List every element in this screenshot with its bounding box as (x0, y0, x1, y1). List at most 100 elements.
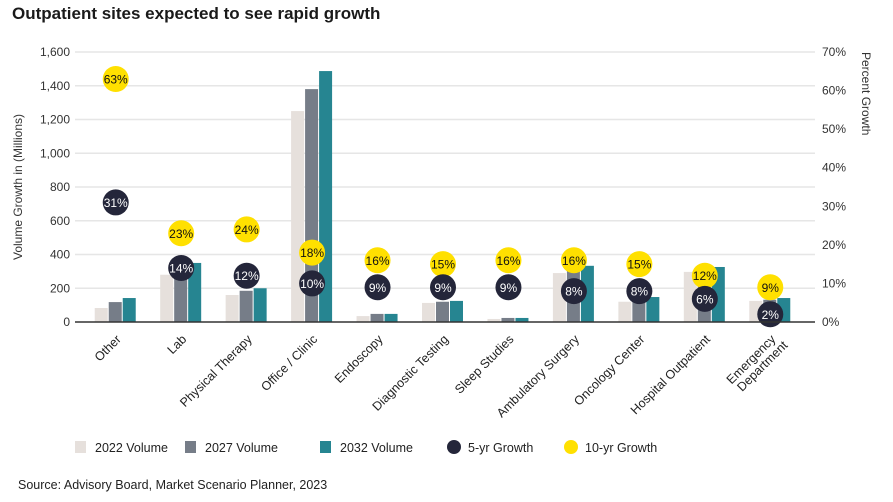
y2-tick-label: 10% (822, 276, 846, 290)
chart-title: Outpatient sites expected to see rapid g… (12, 4, 381, 23)
marker-5-yr-growth (102, 189, 129, 216)
bar-2032-volume (122, 298, 136, 322)
data-label: 12% (693, 269, 717, 283)
bar-2032-volume (450, 300, 463, 322)
bar-2022-volume (291, 111, 305, 322)
data-label: 14% (169, 262, 193, 276)
marker-5-yr-growth (626, 278, 653, 305)
legend-swatch (75, 441, 86, 453)
x-tick-label: Lab (165, 332, 190, 357)
y2-tick-label: 0% (822, 315, 840, 329)
legend-label: 2022 Volume (95, 441, 168, 455)
bar-2022-volume (487, 318, 501, 322)
marker-5-yr-growth (757, 301, 784, 328)
x-tick-label: Physical Therapy (177, 332, 255, 410)
x-tick-label: Other (92, 332, 124, 364)
bar-2032-volume (253, 288, 267, 322)
source-note: Source: Advisory Board, Market Scenario … (18, 478, 328, 492)
data-label: 8% (565, 285, 583, 299)
bar-2032-volume (580, 265, 594, 322)
data-label: 9% (500, 281, 518, 295)
marker-5-yr-growth (299, 270, 326, 297)
marker-10-yr-growth (364, 247, 391, 274)
marker-10-yr-growth (430, 251, 456, 278)
marker-5-yr-growth (430, 274, 456, 301)
y-tick-label: 0 (63, 315, 70, 329)
bar-2027-volume (436, 301, 449, 322)
marker-10-yr-growth (757, 274, 784, 301)
bar-2027-volume (501, 317, 515, 322)
marker-5-yr-growth (168, 255, 195, 281)
bar-2027-volume (174, 269, 188, 322)
legend-label: 2027 Volume (205, 441, 278, 455)
marker-10-yr-growth (299, 239, 326, 266)
y2-tick-label: 40% (822, 161, 846, 175)
data-label: 9% (434, 281, 452, 295)
data-label: 31% (104, 196, 128, 210)
data-label: 15% (627, 258, 651, 272)
bar-2027-volume (108, 302, 122, 322)
marker-10-yr-growth (495, 247, 522, 274)
bar-2022-volume (94, 307, 108, 322)
y-axis-label: Volume Growth in (Millions) (11, 114, 25, 260)
marker-5-yr-growth (691, 285, 718, 312)
bar-2022-volume (160, 274, 174, 322)
x-tick-label: Office / Clinic (258, 332, 320, 394)
marker-5-yr-growth (364, 274, 391, 301)
y-tick-label: 1,200 (40, 113, 70, 127)
bar-2022-volume (422, 302, 435, 322)
bar-2022-volume (618, 301, 632, 322)
data-label: 63% (104, 73, 128, 87)
marker-10-yr-growth (233, 216, 260, 243)
data-label: 6% (696, 292, 714, 306)
y-tick-label: 200 (50, 281, 70, 295)
legend-label: 2032 Volume (340, 441, 413, 455)
data-label: 18% (300, 246, 324, 260)
y2-tick-label: 70% (822, 45, 846, 59)
marker-5-yr-growth (495, 274, 522, 301)
y2-tick-label: 60% (822, 84, 846, 98)
bar-2027-volume (239, 290, 253, 322)
legend-swatch (185, 441, 196, 453)
bar-2022-volume (356, 316, 370, 322)
bar-2032-volume (188, 262, 202, 322)
data-label: 2% (762, 308, 780, 322)
marker-10-yr-growth (560, 247, 587, 274)
legend-label: 5-yr Growth (468, 441, 533, 455)
data-label: 12% (235, 269, 259, 283)
bar-2032-volume (384, 313, 398, 322)
y-tick-label: 1,600 (40, 45, 70, 59)
data-label: 9% (369, 281, 387, 295)
legend-swatch (447, 440, 461, 454)
y2-tick-label: 20% (822, 238, 846, 252)
y-tick-label: 600 (50, 214, 70, 228)
x-tick-label: Oncology Center (571, 332, 647, 408)
marker-10-yr-growth (168, 220, 195, 247)
marker-10-yr-growth (626, 251, 653, 278)
marker-5-yr-growth (560, 278, 587, 305)
data-label: 16% (562, 254, 586, 268)
data-label: 8% (631, 285, 649, 299)
data-label: 23% (169, 227, 193, 241)
y2-tick-label: 50% (822, 122, 846, 136)
bar-2032-volume (646, 297, 660, 322)
marker-5-yr-growth (233, 262, 260, 289)
x-tick-label: Sleep Studies (452, 332, 516, 396)
legend-swatch (320, 441, 331, 453)
data-label: 24% (235, 223, 259, 237)
y-tick-label: 400 (50, 248, 70, 262)
bar-2032-volume (515, 317, 529, 322)
y-tick-label: 1,000 (40, 146, 70, 160)
data-label: 16% (496, 254, 520, 268)
bar-2022-volume (225, 295, 239, 322)
legend-swatch (564, 440, 578, 454)
bar-2027-volume (632, 299, 646, 322)
marker-10-yr-growth (691, 262, 718, 289)
y-tick-label: 1,400 (40, 79, 70, 93)
y2-tick-label: 30% (822, 199, 846, 213)
y-tick-label: 800 (50, 180, 70, 194)
y2-axis-label: Percent Growth (859, 52, 873, 135)
data-label: 9% (762, 281, 780, 295)
